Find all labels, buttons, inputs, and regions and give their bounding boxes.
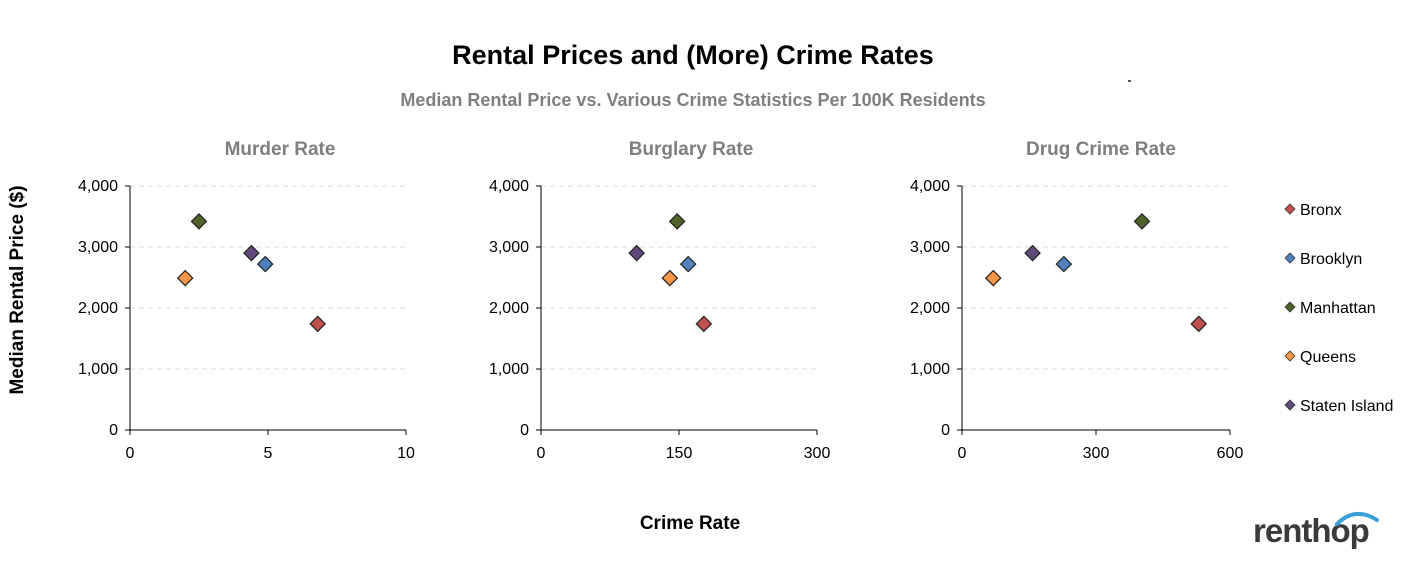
point-staten-island bbox=[1024, 244, 1041, 262]
point-bronx bbox=[309, 315, 327, 333]
legend-marker bbox=[1284, 252, 1296, 264]
y-tick-label: 2,000 bbox=[910, 300, 950, 317]
x-tick-label: 300 bbox=[1083, 445, 1110, 462]
y-tick-label: 2,000 bbox=[489, 300, 529, 317]
legend-label: Queens bbox=[1300, 349, 1356, 366]
legend-label: Brooklyn bbox=[1300, 251, 1362, 268]
legend-marker bbox=[1284, 350, 1296, 362]
y-tick-label: 0 bbox=[520, 422, 529, 439]
panel-title: Burglary Rate bbox=[629, 139, 754, 160]
y-tick-label: 0 bbox=[109, 422, 118, 439]
legend-label: Staten Island bbox=[1300, 398, 1393, 415]
point-brooklyn bbox=[679, 255, 697, 273]
x-tick-label: 0 bbox=[958, 445, 967, 462]
legend-marker bbox=[1284, 399, 1296, 411]
panel-title: Drug Crime Rate bbox=[1026, 139, 1176, 160]
point-manhattan bbox=[668, 213, 686, 230]
stray-mark bbox=[1128, 80, 1131, 82]
legend-label: Manhattan bbox=[1300, 300, 1376, 317]
y-tick-label: 1,000 bbox=[78, 361, 118, 378]
point-queens bbox=[661, 269, 679, 287]
logo-arc-icon bbox=[1335, 512, 1379, 526]
y-tick-label: 4,000 bbox=[78, 178, 118, 195]
x-tick-label: 300 bbox=[804, 445, 831, 462]
y-tick-label: 0 bbox=[941, 422, 950, 439]
y-tick-label: 3,000 bbox=[910, 239, 950, 256]
legend-label: Bronx bbox=[1300, 202, 1342, 219]
legend-marker bbox=[1284, 203, 1296, 215]
chart-title: Rental Prices and (More) Crime Rates bbox=[452, 40, 934, 70]
x-tick-label: 0 bbox=[537, 445, 546, 462]
y-tick-label: 4,000 bbox=[910, 178, 950, 195]
y-tick-label: 2,000 bbox=[78, 300, 118, 317]
point-bronx bbox=[1190, 315, 1208, 333]
point-staten-island bbox=[628, 244, 646, 262]
point-brooklyn bbox=[256, 255, 274, 273]
y-tick-label: 3,000 bbox=[489, 239, 529, 256]
panel-1: Murder Rate 0 1,000 2,000 3,000 4,000 0 5 10 bbox=[78, 139, 415, 462]
point-manhattan bbox=[190, 213, 208, 230]
y-tick-label: 4,000 bbox=[489, 178, 529, 195]
x-axis-label: Crime Rate bbox=[639, 513, 741, 534]
y-tick-label: 1,000 bbox=[489, 361, 529, 378]
x-tick-label: 150 bbox=[666, 445, 693, 462]
x-tick-label: 600 bbox=[1217, 445, 1244, 462]
panel-2: Burglary Rate 0 1,000 2,000 3,000 4,000 0 150 30… bbox=[489, 139, 830, 462]
point-brooklyn bbox=[1055, 255, 1073, 273]
panel-3: Drug Crime Rate 0 1,000 2,000 3,000 4,000 0 300… bbox=[910, 139, 1243, 462]
point-staten-island bbox=[243, 244, 260, 262]
point-queens bbox=[984, 269, 1002, 287]
y-tick-label: 1,000 bbox=[910, 361, 950, 378]
x-tick-label: 10 bbox=[397, 445, 415, 462]
point-manhattan bbox=[1133, 213, 1151, 230]
point-queens bbox=[176, 269, 194, 287]
panel-title: Murder Rate bbox=[225, 139, 336, 160]
x-tick-label: 5 bbox=[264, 445, 273, 462]
point-bronx bbox=[695, 315, 713, 333]
x-tick-label: 0 bbox=[126, 445, 135, 462]
y-tick-label: 3,000 bbox=[78, 239, 118, 256]
legend-marker bbox=[1284, 301, 1296, 313]
renthop-logo: renthop bbox=[1253, 512, 1370, 549]
chart-subtitle: Median Rental Price vs. Various Crime St… bbox=[400, 90, 986, 110]
legend: Bronx Brooklyn Manhattan Queens Staten Islan… bbox=[1284, 202, 1393, 415]
